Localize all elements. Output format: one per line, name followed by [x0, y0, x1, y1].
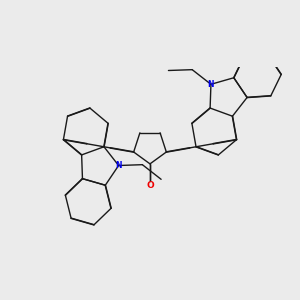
Text: N: N — [116, 161, 122, 170]
Text: N: N — [208, 80, 214, 89]
Text: O: O — [146, 181, 154, 190]
